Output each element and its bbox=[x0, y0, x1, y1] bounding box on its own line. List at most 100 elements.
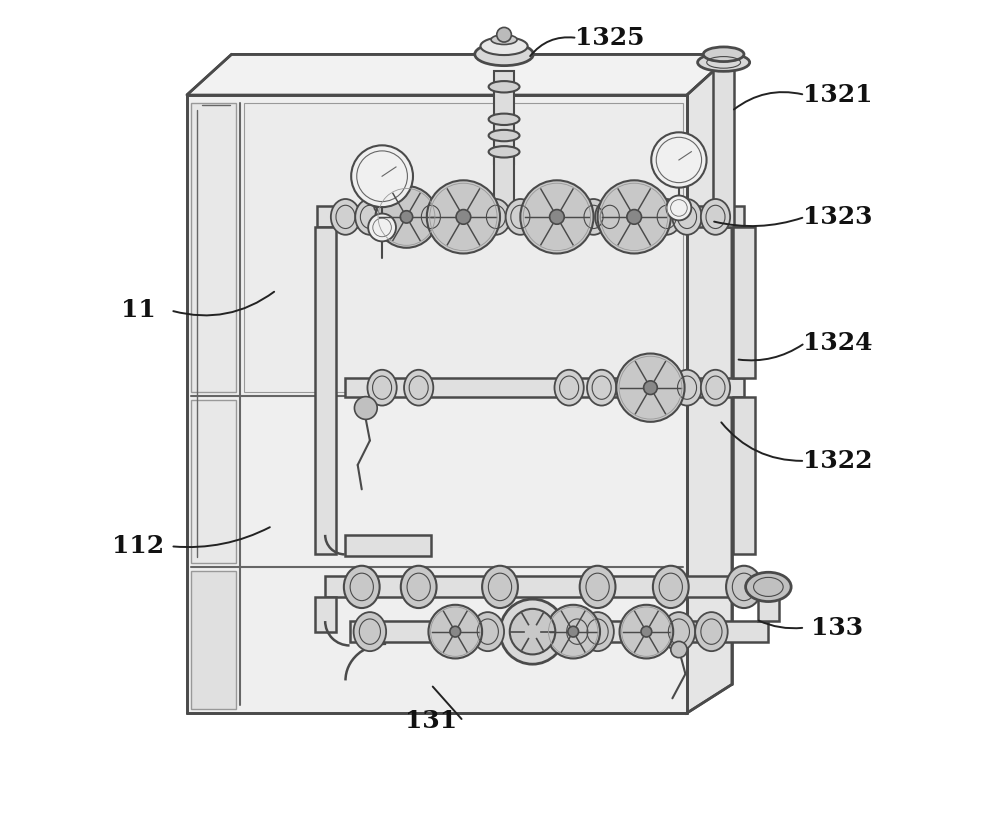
Ellipse shape bbox=[482, 565, 518, 608]
Ellipse shape bbox=[579, 199, 608, 235]
Circle shape bbox=[368, 214, 396, 242]
Ellipse shape bbox=[439, 623, 471, 641]
Ellipse shape bbox=[628, 375, 673, 401]
Ellipse shape bbox=[726, 565, 762, 608]
Ellipse shape bbox=[630, 623, 662, 641]
Ellipse shape bbox=[355, 199, 385, 235]
Polygon shape bbox=[191, 400, 236, 562]
Circle shape bbox=[620, 605, 673, 659]
Circle shape bbox=[351, 145, 413, 207]
Text: 131: 131 bbox=[405, 709, 457, 733]
FancyBboxPatch shape bbox=[345, 378, 744, 397]
Circle shape bbox=[376, 186, 437, 248]
Ellipse shape bbox=[438, 202, 489, 232]
Ellipse shape bbox=[475, 43, 533, 65]
Ellipse shape bbox=[580, 565, 615, 608]
Ellipse shape bbox=[701, 370, 730, 406]
Text: 133: 133 bbox=[811, 615, 864, 640]
Ellipse shape bbox=[672, 199, 702, 235]
Ellipse shape bbox=[554, 370, 584, 406]
Circle shape bbox=[510, 609, 555, 654]
Circle shape bbox=[354, 397, 377, 419]
Text: 1322: 1322 bbox=[803, 449, 872, 472]
Circle shape bbox=[550, 210, 564, 224]
FancyBboxPatch shape bbox=[713, 62, 734, 228]
Ellipse shape bbox=[354, 612, 386, 651]
Ellipse shape bbox=[672, 370, 702, 406]
Circle shape bbox=[651, 132, 707, 188]
Ellipse shape bbox=[698, 53, 750, 71]
Circle shape bbox=[428, 605, 482, 659]
FancyBboxPatch shape bbox=[758, 597, 779, 621]
Polygon shape bbox=[187, 95, 687, 713]
Circle shape bbox=[500, 599, 565, 664]
Circle shape bbox=[598, 180, 671, 254]
Ellipse shape bbox=[481, 199, 511, 235]
FancyBboxPatch shape bbox=[315, 597, 336, 632]
Circle shape bbox=[671, 641, 687, 658]
Ellipse shape bbox=[416, 199, 446, 235]
Circle shape bbox=[400, 211, 413, 223]
Text: 1325: 1325 bbox=[575, 26, 645, 50]
Ellipse shape bbox=[385, 205, 428, 229]
Ellipse shape bbox=[701, 199, 730, 235]
Ellipse shape bbox=[472, 612, 504, 651]
Ellipse shape bbox=[489, 113, 520, 125]
Ellipse shape bbox=[609, 202, 660, 232]
FancyBboxPatch shape bbox=[317, 206, 744, 228]
Ellipse shape bbox=[663, 612, 695, 651]
Text: 11: 11 bbox=[121, 299, 155, 322]
Ellipse shape bbox=[557, 623, 589, 641]
FancyBboxPatch shape bbox=[494, 156, 514, 228]
FancyBboxPatch shape bbox=[350, 621, 768, 642]
Circle shape bbox=[627, 210, 642, 224]
FancyBboxPatch shape bbox=[494, 70, 514, 164]
Ellipse shape bbox=[491, 35, 517, 45]
Polygon shape bbox=[244, 103, 683, 392]
Circle shape bbox=[568, 626, 579, 637]
Ellipse shape bbox=[746, 572, 791, 601]
Circle shape bbox=[427, 180, 500, 254]
FancyBboxPatch shape bbox=[345, 534, 431, 556]
Circle shape bbox=[666, 196, 691, 220]
Ellipse shape bbox=[401, 565, 437, 608]
FancyBboxPatch shape bbox=[315, 228, 336, 554]
Circle shape bbox=[546, 605, 600, 659]
Circle shape bbox=[641, 626, 652, 637]
Text: 1324: 1324 bbox=[803, 331, 872, 355]
Circle shape bbox=[644, 381, 657, 394]
Circle shape bbox=[520, 180, 594, 254]
Ellipse shape bbox=[561, 612, 594, 651]
Ellipse shape bbox=[489, 130, 520, 141]
Ellipse shape bbox=[652, 199, 681, 235]
Ellipse shape bbox=[480, 38, 528, 55]
Ellipse shape bbox=[653, 565, 689, 608]
Polygon shape bbox=[687, 54, 732, 713]
Ellipse shape bbox=[587, 370, 616, 406]
Ellipse shape bbox=[489, 81, 520, 92]
Circle shape bbox=[456, 210, 471, 224]
Text: 1321: 1321 bbox=[803, 83, 872, 107]
Ellipse shape bbox=[367, 370, 397, 406]
FancyBboxPatch shape bbox=[325, 576, 768, 597]
FancyBboxPatch shape bbox=[733, 228, 755, 378]
Ellipse shape bbox=[404, 370, 433, 406]
Ellipse shape bbox=[695, 612, 728, 651]
Circle shape bbox=[450, 626, 461, 637]
Circle shape bbox=[616, 353, 685, 422]
Ellipse shape bbox=[703, 47, 744, 61]
Ellipse shape bbox=[373, 190, 391, 215]
Text: 1323: 1323 bbox=[803, 205, 872, 229]
Polygon shape bbox=[191, 570, 236, 709]
Ellipse shape bbox=[344, 565, 380, 608]
Polygon shape bbox=[187, 54, 732, 95]
FancyBboxPatch shape bbox=[733, 397, 755, 554]
Ellipse shape bbox=[531, 202, 583, 232]
Polygon shape bbox=[191, 103, 236, 392]
Ellipse shape bbox=[506, 199, 535, 235]
Ellipse shape bbox=[489, 146, 520, 157]
Circle shape bbox=[497, 28, 511, 42]
Text: 112: 112 bbox=[112, 534, 164, 558]
Ellipse shape bbox=[581, 612, 614, 651]
Ellipse shape bbox=[595, 199, 624, 235]
